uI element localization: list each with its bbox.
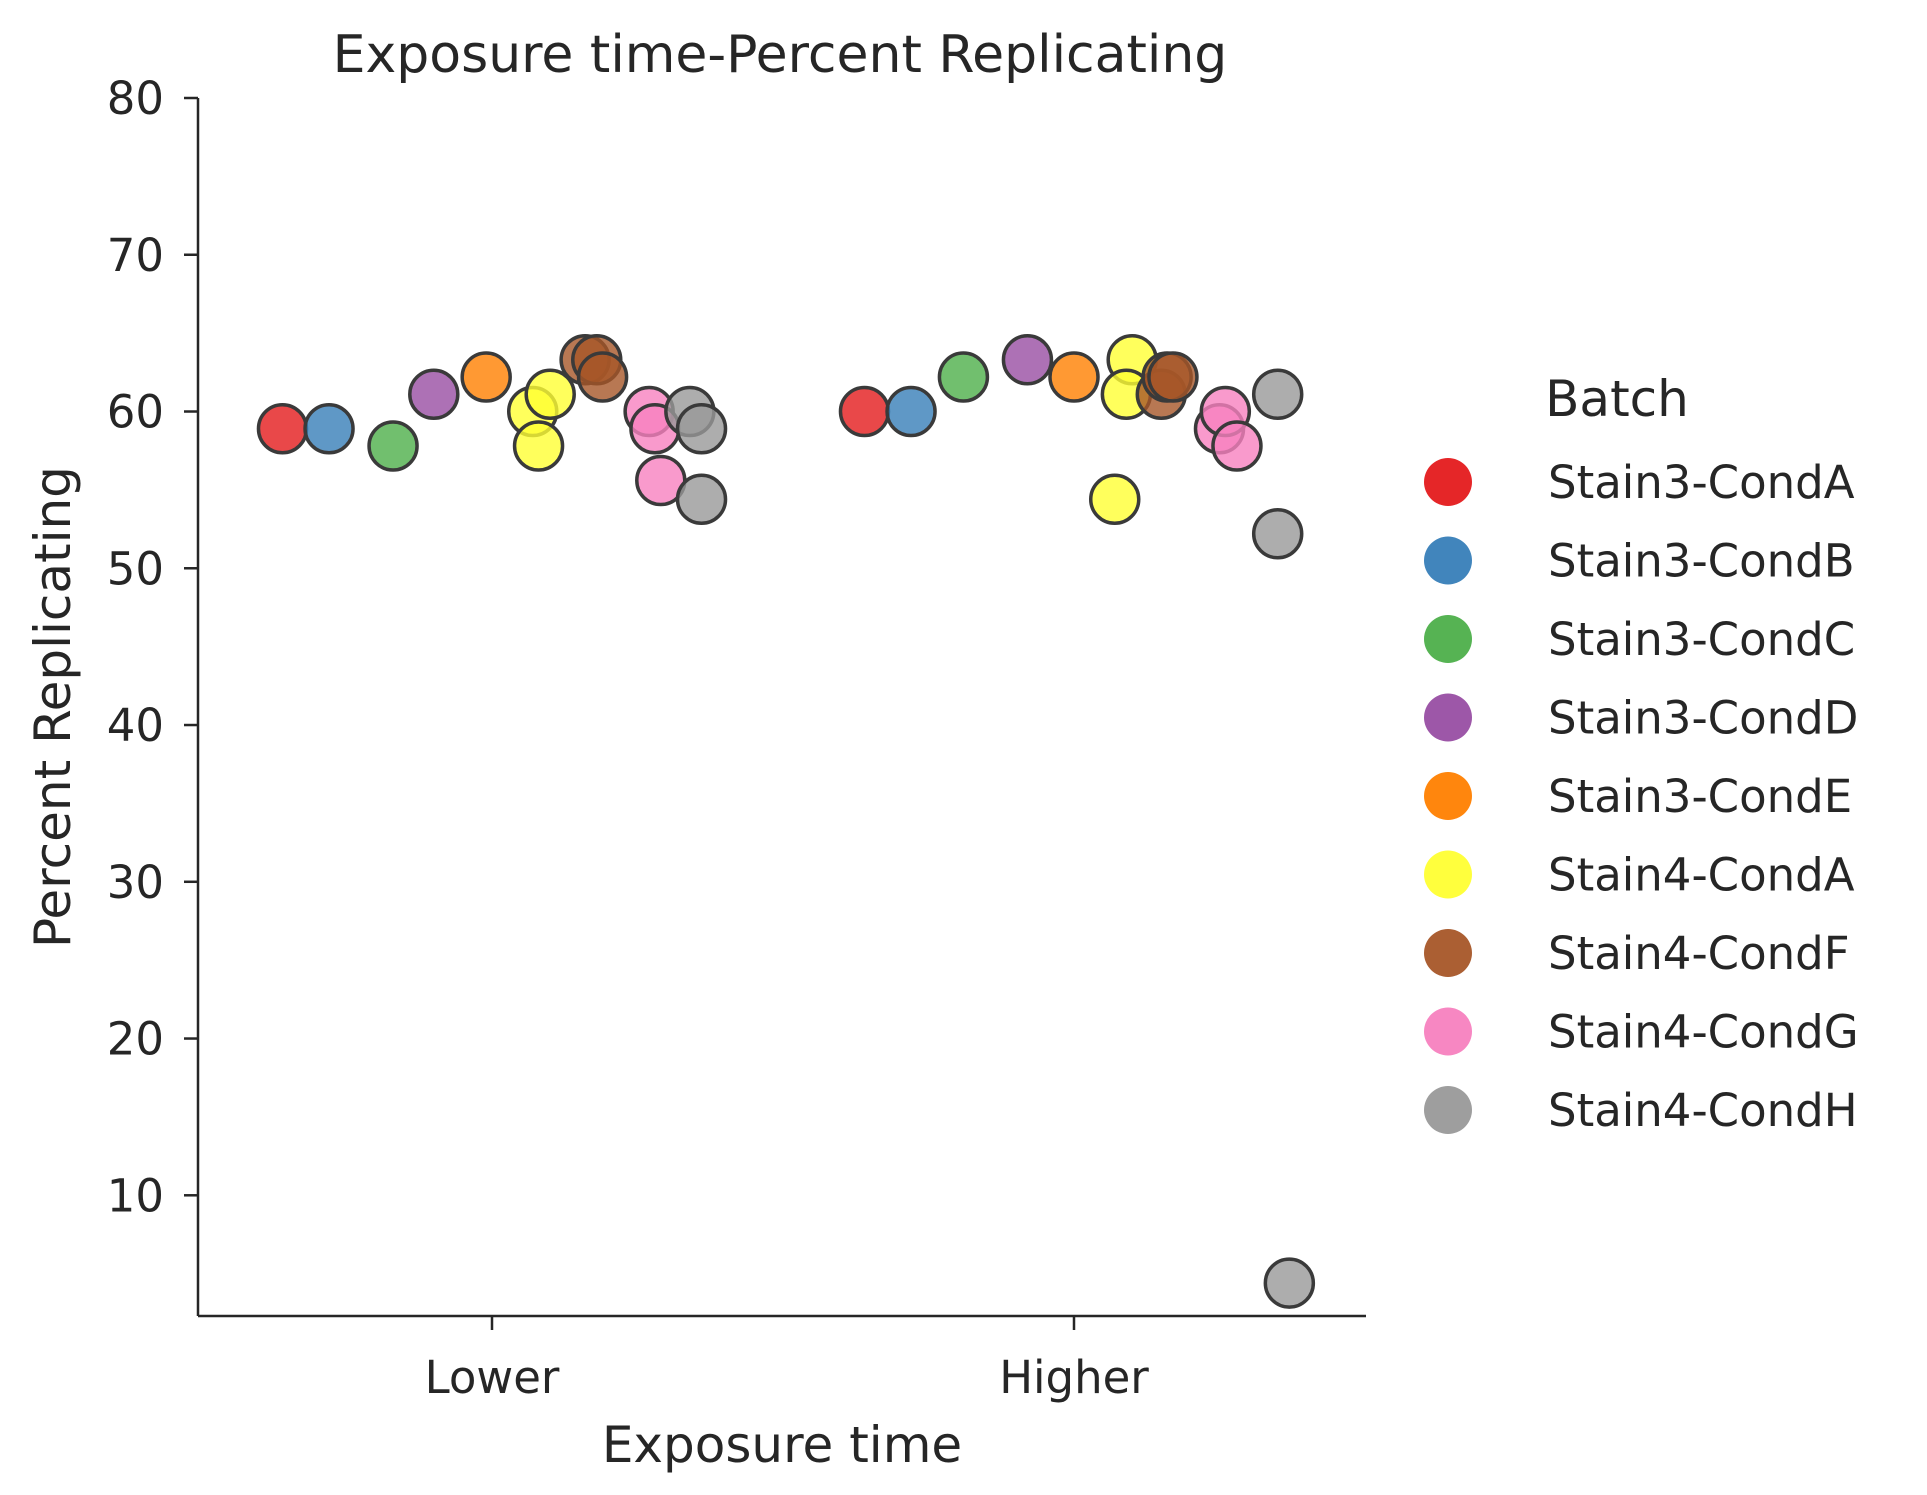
- data-point: [937, 351, 990, 403]
- data-point: [408, 368, 460, 421]
- legend-label: Stain3-CondE: [1548, 770, 1852, 823]
- y-tick-label: 70: [107, 229, 164, 282]
- data-point: [1251, 508, 1304, 560]
- legend-marker: [1424, 772, 1472, 820]
- data-point: [838, 385, 891, 438]
- legend-marker: [1424, 1007, 1472, 1056]
- y-axis: 10 20 30 40 50 60 70 80 Percent Replicating: [24, 72, 200, 1316]
- plot-area: [256, 334, 1316, 1309]
- legend: Batch Stain3-CondAStain3-CondBStain3-Con…: [1424, 370, 1859, 1137]
- legend-label: Stain4-CondF: [1548, 927, 1850, 980]
- y-tick-label: 40: [107, 699, 164, 752]
- data-point: [303, 403, 355, 455]
- chart-title: Exposure time-Percent Replicating: [333, 25, 1228, 85]
- data-point: [524, 368, 576, 421]
- legend-marker: [1424, 929, 1472, 977]
- legend-label: Stain4-CondH: [1548, 1084, 1858, 1137]
- data-point: [675, 473, 728, 526]
- y-tick-label: 10: [107, 1169, 164, 1222]
- legend-label: Stain4-CondG: [1548, 1006, 1859, 1059]
- y-tick-label: 50: [107, 542, 164, 595]
- legend-label: Stain3-CondB: [1548, 535, 1855, 588]
- data-point: [576, 351, 629, 403]
- x-tick-label: Lower: [425, 1351, 560, 1404]
- legend-title: Batch: [1545, 370, 1689, 428]
- legend-marker: [1424, 615, 1472, 663]
- legend-marker: [1424, 1086, 1472, 1134]
- legend-label: Stain4-CondA: [1548, 849, 1855, 902]
- data-point: [675, 403, 728, 455]
- y-tick-label: 30: [107, 856, 164, 909]
- data-point: [512, 420, 565, 472]
- legend-marker: [1424, 693, 1472, 742]
- x-axis-label: Exposure time: [602, 1416, 962, 1474]
- data-point: [460, 351, 512, 403]
- data-point: [885, 385, 937, 438]
- data-point: [256, 403, 309, 455]
- data-point: [1001, 334, 1054, 386]
- data-points: [256, 334, 1316, 1309]
- legend-label: Stain3-CondA: [1548, 456, 1855, 509]
- data-point: [1048, 351, 1100, 403]
- data-point: [1251, 368, 1304, 421]
- x-tick-label: Higher: [999, 1351, 1149, 1404]
- x-axis-ticks: Lower Higher: [425, 1316, 1149, 1404]
- y-axis-label: Percent Replicating: [24, 466, 82, 948]
- legend-marker: [1424, 458, 1472, 506]
- y-tick-label: 80: [107, 72, 164, 125]
- y-tick-label: 60: [107, 386, 164, 439]
- data-point: [1088, 473, 1141, 526]
- legend-marker: [1424, 850, 1472, 899]
- x-axis: Lower Higher Exposure time: [198, 1314, 1366, 1474]
- legend-marker: [1424, 536, 1472, 585]
- legend-label: Stain3-CondD: [1548, 692, 1858, 745]
- data-point: [1263, 1257, 1316, 1309]
- y-axis-ticks: 10 20 30 40 50 60 70 80: [107, 72, 198, 1222]
- data-point: [1147, 351, 1199, 403]
- data-point: [367, 420, 419, 472]
- legend-label: Stain3-CondC: [1548, 613, 1855, 666]
- legend-items: Stain3-CondA Stain3-CondB Stain3-CondC Stai…: [1424, 456, 1859, 1137]
- y-tick-label: 20: [107, 1013, 164, 1066]
- data-point: [1211, 420, 1263, 472]
